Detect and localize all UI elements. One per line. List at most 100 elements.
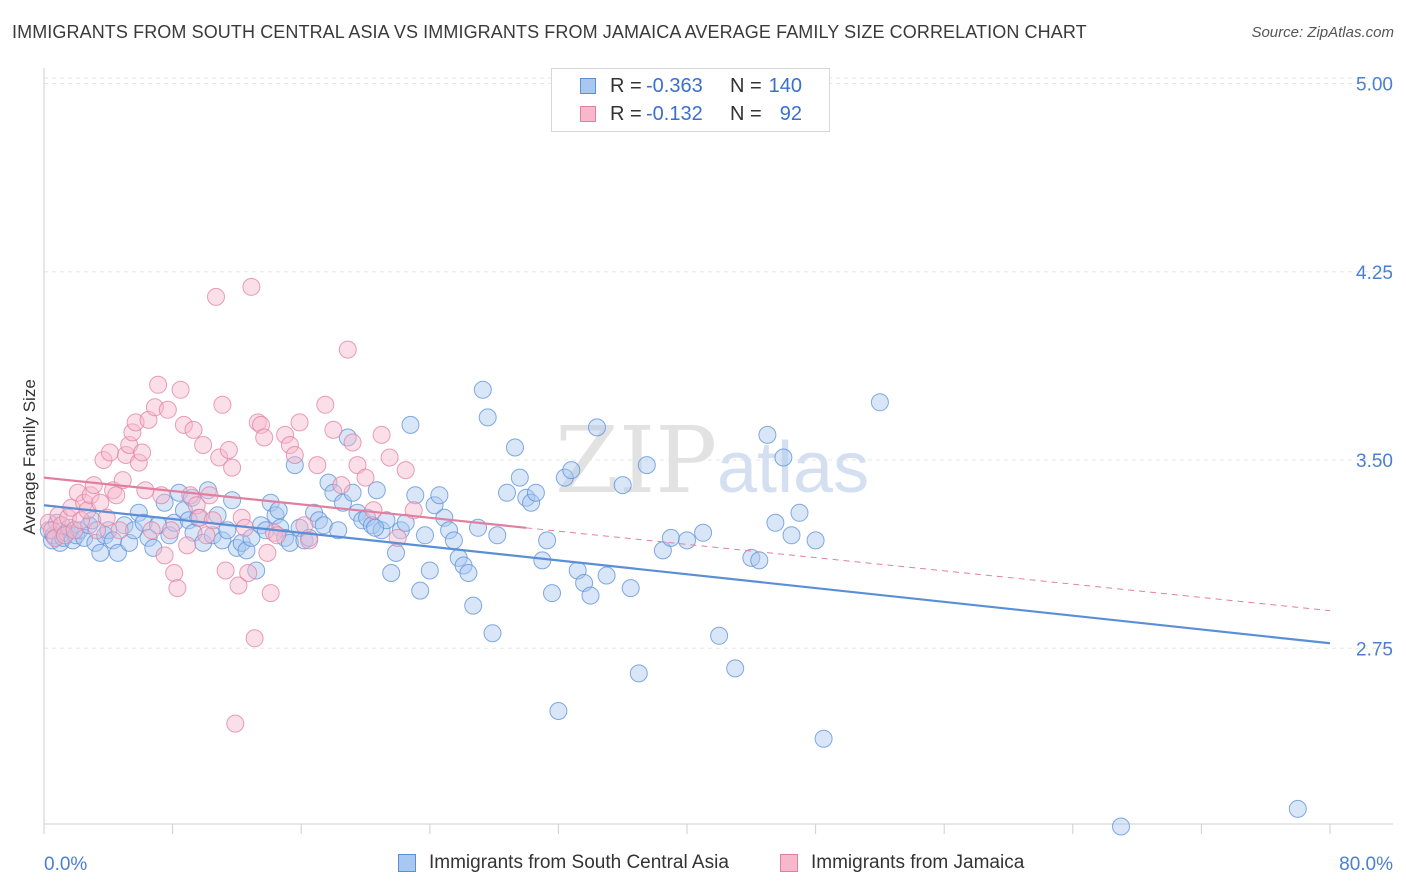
point-south-central-asia bbox=[678, 531, 696, 550]
point-jamaica bbox=[280, 436, 299, 454]
point-south-central-asia bbox=[555, 468, 574, 487]
point-south-central-asia bbox=[425, 496, 444, 515]
point-south-central-asia bbox=[538, 531, 557, 550]
point-south-central-asia bbox=[870, 393, 889, 412]
point-jamaica bbox=[372, 425, 391, 444]
point-south-central-asia bbox=[334, 493, 352, 512]
point-jamaica bbox=[203, 511, 222, 530]
x-tick-label-max: 80.0% bbox=[1339, 854, 1393, 875]
point-jamaica bbox=[248, 413, 267, 432]
point-jamaica bbox=[308, 456, 327, 475]
legend-swatch bbox=[580, 78, 596, 94]
point-south-central-asia bbox=[543, 584, 561, 603]
trend-lines bbox=[43, 476, 1331, 645]
point-south-central-asia bbox=[774, 448, 793, 467]
point-south-central-asia bbox=[750, 551, 769, 570]
legend-n-label: N = bbox=[730, 103, 762, 125]
point-south-central-asia bbox=[329, 521, 348, 540]
axes bbox=[43, 68, 1393, 825]
point-jamaica bbox=[81, 486, 100, 505]
point-jamaica bbox=[136, 481, 155, 500]
point-jamaica bbox=[174, 415, 193, 434]
point-south-central-asia bbox=[416, 526, 434, 545]
bottom-legend-label: Immigrants from Jamaica bbox=[811, 852, 1025, 873]
point-south-central-asia bbox=[464, 596, 483, 615]
point-jamaica bbox=[72, 511, 90, 530]
point-jamaica bbox=[332, 476, 351, 495]
point-jamaica bbox=[91, 493, 110, 512]
trend-line-south-central-asia bbox=[43, 504, 1331, 645]
legend-swatch bbox=[580, 106, 596, 122]
legend-r-value: -0.132 bbox=[646, 103, 703, 125]
point-south-central-asia bbox=[478, 408, 497, 427]
point-jamaica bbox=[158, 400, 177, 419]
point-south-central-asia bbox=[1112, 817, 1130, 836]
point-south-central-asia bbox=[549, 702, 568, 720]
point-south-central-asia bbox=[269, 501, 288, 520]
point-jamaica bbox=[94, 451, 113, 469]
point-jamaica bbox=[239, 564, 258, 582]
point-south-central-asia bbox=[309, 511, 328, 530]
point-south-central-asia bbox=[406, 486, 425, 505]
point-south-central-asia bbox=[295, 531, 314, 550]
x-tick-label-min: 0.0% bbox=[44, 854, 87, 875]
legend-row-south-central-asia: R = -0.363 N = 140 bbox=[552, 73, 829, 101]
point-south-central-asia bbox=[382, 564, 401, 582]
point-jamaica bbox=[100, 443, 119, 462]
point-south-central-asia bbox=[401, 415, 420, 434]
x-ticks bbox=[43, 824, 1331, 834]
point-jamaica bbox=[97, 508, 116, 527]
point-jamaica bbox=[213, 395, 232, 414]
point-south-central-asia bbox=[613, 476, 632, 495]
point-jamaica bbox=[216, 561, 235, 580]
point-south-central-asia bbox=[814, 729, 833, 748]
point-south-central-asia bbox=[108, 543, 127, 562]
point-south-central-asia bbox=[91, 543, 110, 562]
point-south-central-asia bbox=[562, 461, 581, 480]
point-south-central-asia bbox=[125, 521, 143, 540]
point-south-central-asia bbox=[661, 528, 680, 547]
point-jamaica bbox=[276, 425, 295, 444]
point-jamaica bbox=[84, 476, 103, 495]
point-south-central-asia bbox=[366, 518, 385, 537]
point-south-central-asia bbox=[806, 531, 825, 550]
point-jamaica bbox=[194, 436, 213, 454]
watermark: ZIP atlas bbox=[555, 407, 869, 514]
point-south-central-asia bbox=[483, 624, 502, 643]
point-south-central-asia bbox=[782, 526, 801, 545]
point-south-central-asia bbox=[213, 531, 232, 550]
point-jamaica bbox=[142, 521, 161, 540]
legend-r-value: -0.363 bbox=[646, 75, 703, 97]
point-jamaica bbox=[356, 468, 375, 487]
legend-n-value: 140 bbox=[768, 75, 802, 97]
point-jamaica bbox=[380, 448, 399, 467]
y-axis-label: Average Family Size bbox=[20, 379, 39, 535]
point-south-central-asia bbox=[581, 586, 600, 605]
point-south-central-asia bbox=[387, 543, 405, 562]
point-jamaica bbox=[184, 420, 203, 439]
point-south-central-asia bbox=[694, 523, 713, 542]
point-south-central-asia bbox=[726, 659, 745, 678]
point-jamaica bbox=[343, 433, 362, 452]
point-south-central-asia bbox=[430, 486, 449, 505]
point-south-central-asia bbox=[522, 493, 541, 512]
legend-r-label: R = bbox=[610, 103, 642, 125]
point-south-central-asia bbox=[488, 526, 507, 545]
point-south-central-asia bbox=[597, 566, 616, 585]
bottom-legend-swatch bbox=[780, 854, 798, 872]
point-jamaica bbox=[261, 584, 280, 603]
point-jamaica bbox=[129, 453, 148, 472]
point-jamaica bbox=[171, 380, 190, 399]
point-jamaica bbox=[396, 461, 415, 480]
point-jamaica bbox=[258, 543, 277, 562]
point-jamaica bbox=[404, 501, 423, 520]
point-south-central-asia bbox=[758, 425, 777, 444]
point-south-central-asia bbox=[314, 516, 333, 535]
y-tick-label: 3.50 bbox=[1356, 451, 1393, 472]
point-south-central-asia bbox=[517, 488, 536, 507]
point-south-central-asia bbox=[637, 456, 656, 475]
gridlines bbox=[44, 77, 1393, 649]
point-south-central-asia bbox=[1288, 799, 1307, 818]
point-jamaica bbox=[285, 446, 304, 464]
